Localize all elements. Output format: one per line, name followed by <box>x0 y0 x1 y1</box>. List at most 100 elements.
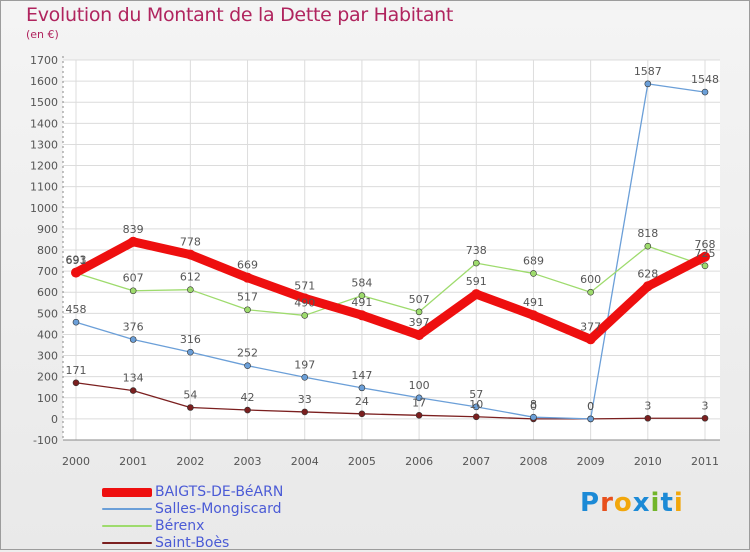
x-tick-label: 2000 <box>62 455 90 468</box>
series-line <box>75 245 706 317</box>
data-label: 607 <box>123 272 144 285</box>
data-point <box>72 379 80 387</box>
data-label: 591 <box>466 275 487 288</box>
data-label: 0 <box>587 400 594 413</box>
data-point <box>301 373 309 381</box>
data-label: 689 <box>523 254 544 267</box>
data-label: 693 <box>66 254 87 267</box>
y-tick-label: 1300 <box>30 138 58 151</box>
data-point <box>244 406 251 414</box>
data-label: 818 <box>637 227 658 240</box>
data-point <box>187 286 194 293</box>
legend-swatch <box>102 542 152 544</box>
y-tick-label: 700 <box>37 265 58 278</box>
data-label: 584 <box>351 277 372 290</box>
data-point <box>472 259 480 267</box>
data-label: 725 <box>695 247 716 260</box>
data-point <box>358 384 366 392</box>
data-point <box>700 251 710 262</box>
data-point <box>129 287 137 295</box>
y-tick-label: 1000 <box>30 202 58 215</box>
logo-letter: t <box>660 488 674 518</box>
y-tick-label: 900 <box>37 223 58 236</box>
data-label: 42 <box>241 391 255 404</box>
x-tick-label: 2004 <box>291 455 319 468</box>
data-label: 147 <box>351 369 372 382</box>
logo-letter: i <box>650 488 661 518</box>
data-point <box>701 88 709 96</box>
data-label: 397 <box>409 316 430 329</box>
data-point <box>642 281 653 292</box>
data-label: 778 <box>180 236 201 249</box>
legend-label: Saint-Boès <box>155 535 230 551</box>
data-point <box>356 310 367 321</box>
data-point <box>128 236 139 247</box>
data-point <box>471 289 482 300</box>
y-tick-label: 1200 <box>30 160 58 173</box>
y-tick-label: 1400 <box>30 117 58 130</box>
data-point <box>587 415 594 423</box>
logo-letter: i <box>673 488 684 518</box>
data-point <box>187 348 194 356</box>
y-tick-label: 1700 <box>30 54 58 67</box>
data-point <box>530 413 537 421</box>
x-tick-label: 2010 <box>634 455 662 468</box>
data-point <box>299 293 310 304</box>
data-point <box>358 410 366 418</box>
series-line <box>75 83 706 420</box>
legend-swatch <box>102 508 152 510</box>
x-tick-label: 2005 <box>348 455 376 468</box>
data-point <box>585 334 596 345</box>
data-label: 33 <box>298 393 312 406</box>
data-label: 1587 <box>634 65 662 78</box>
logo-letter: x <box>632 488 651 518</box>
data-label: 490 <box>294 296 315 309</box>
y-tick-label: 800 <box>37 244 58 257</box>
data-label: 377 <box>580 320 601 333</box>
y-tick-label: 500 <box>37 307 58 320</box>
data-label: 197 <box>294 358 315 371</box>
y-tick-label: 1500 <box>30 96 58 109</box>
legend-label: Bérenx <box>155 518 205 534</box>
data-label: 491 <box>523 296 544 309</box>
data-point <box>187 404 194 411</box>
data-label: 100 <box>409 379 430 392</box>
data-point <box>644 414 652 422</box>
data-point <box>701 262 709 270</box>
x-tick-label: 2003 <box>234 455 262 468</box>
data-label: 768 <box>695 238 716 251</box>
data-label: 376 <box>123 321 144 334</box>
x-tick-label: 2007 <box>462 455 490 468</box>
data-point <box>358 292 366 299</box>
series-line <box>71 237 710 344</box>
data-label: 507 <box>409 293 430 306</box>
data-label: 491 <box>351 296 372 309</box>
y-tick-label: 200 <box>37 371 58 384</box>
y-tick-label: 600 <box>37 286 58 299</box>
data-point <box>472 413 480 421</box>
data-label: 628 <box>637 267 658 280</box>
legend-swatch <box>102 488 152 497</box>
data-point <box>242 272 253 283</box>
data-point <box>644 242 652 250</box>
chart-subtitle: (en €) <box>26 28 59 41</box>
logo-letter: r <box>600 488 614 518</box>
data-label: 17 <box>412 396 426 409</box>
data-label: 517 <box>237 291 258 304</box>
data-label: 54 <box>183 388 197 401</box>
data-point <box>528 310 539 321</box>
data-label: 691 <box>66 254 87 267</box>
logo-letter: P <box>580 488 601 518</box>
y-tick-label: 1100 <box>30 181 58 194</box>
data-label: 612 <box>180 271 201 284</box>
data-label: 316 <box>180 333 201 346</box>
data-label: 57 <box>469 388 483 401</box>
data-label: 669 <box>237 259 258 272</box>
x-tick-label: 2008 <box>519 455 547 468</box>
data-point <box>129 387 137 394</box>
data-point <box>415 411 423 419</box>
y-tick-label: 1600 <box>30 75 58 88</box>
x-tick-label: 2002 <box>176 455 204 468</box>
data-label: 839 <box>123 223 144 236</box>
